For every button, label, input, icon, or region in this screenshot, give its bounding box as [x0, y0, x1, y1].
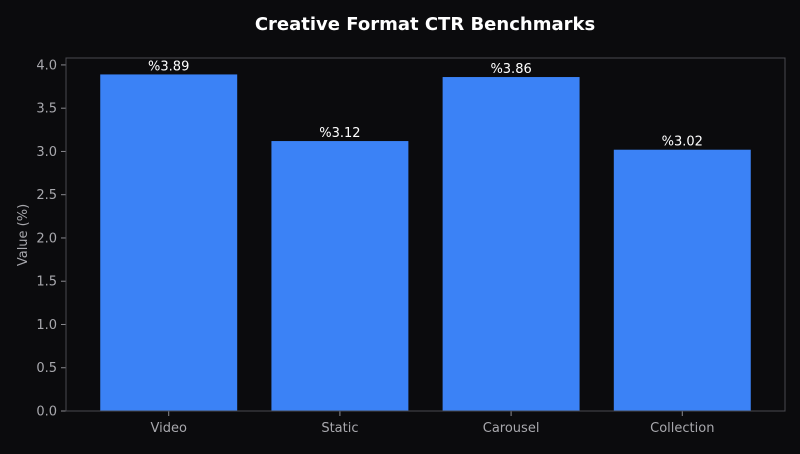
y-tick-label: 1.0 — [36, 318, 57, 333]
bar-video — [100, 74, 238, 412]
plot-frame — [65, 57, 786, 412]
x-tick-label-static: Static — [321, 421, 358, 436]
bar-static — [271, 141, 409, 411]
x-tick-label-video: Video — [150, 421, 186, 436]
bar-carousel — [442, 77, 580, 412]
y-tick-label: 0.0 — [36, 405, 57, 420]
bar-collection — [613, 149, 751, 411]
y-tick-label: 2.0 — [36, 231, 57, 246]
y-tick-label: 2.5 — [36, 188, 57, 203]
x-tick-label-collection: Collection — [650, 421, 714, 436]
data-label-static: %3.12 — [319, 126, 360, 141]
y-tick-label: 0.5 — [36, 361, 57, 376]
data-label-carousel: %3.86 — [490, 62, 531, 77]
data-label-video: %3.89 — [148, 59, 189, 74]
y-tick-label: 3.5 — [36, 102, 57, 117]
plot-area: 0.0 0.5 1.0 1.5 2.0 2.5 3.0 3.5 4.0 %3.89 Video %3.… — [36, 57, 786, 436]
y-tick-label: 3.0 — [36, 145, 57, 160]
y-tick-label: 4.0 — [36, 58, 57, 73]
y-tick-label: 1.5 — [36, 275, 57, 290]
chart-title: Creative Format CTR Benchmarks — [255, 14, 595, 35]
y-axis-label: Value (%) — [16, 204, 31, 266]
x-tick-label-carousel: Carousel — [483, 421, 540, 436]
data-label-collection: %3.02 — [662, 135, 703, 150]
